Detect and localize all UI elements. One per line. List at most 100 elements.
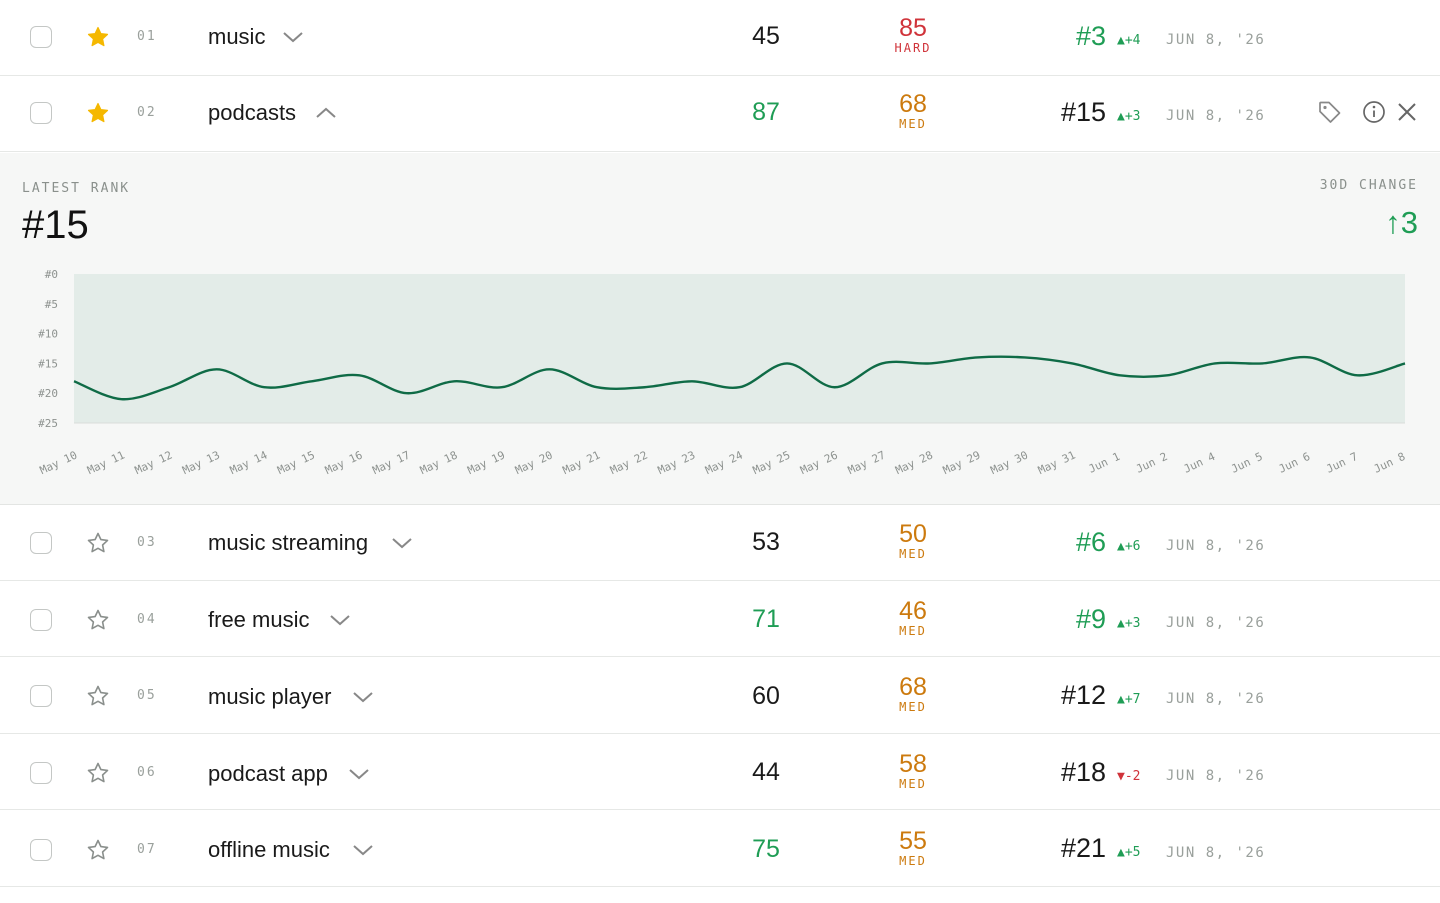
rank-point — [1356, 374, 1358, 376]
row-checkbox[interactable] — [30, 685, 52, 707]
rank-value: #3 — [1075, 21, 1106, 51]
chevron-up-icon[interactable] — [315, 106, 337, 120]
rank-chart: #0#5#10#15#20#25 May 10 May 11 May 12 May 1… — [38, 268, 1408, 478]
rank-point — [1214, 362, 1216, 364]
x-tick-label: May 15 — [275, 449, 317, 478]
row-checkbox[interactable] — [30, 26, 52, 48]
rank-point — [501, 386, 503, 388]
row-checkbox[interactable] — [30, 532, 52, 554]
difficulty: 46 MED — [880, 598, 946, 638]
x-tick-label: May 22 — [608, 449, 650, 478]
table-row[interactable]: 06 podcast app 44 58 MED #18 ▼-2 JUN 8, … — [0, 734, 1440, 810]
x-tick-label: May 30 — [988, 449, 1030, 478]
table-row[interactable]: 01 music 45 85 HARD #3 ▲+4 JUN 8, '26 — [0, 0, 1440, 76]
table-row[interactable]: 05 music player 60 68 MED #12 ▲+7 JUN 8,… — [0, 658, 1440, 734]
volume-value: 60 — [752, 682, 780, 710]
rank-point — [263, 386, 265, 388]
table-row[interactable]: 03 music streaming 53 50 MED #6 ▲+6 JUN … — [0, 505, 1440, 581]
row-index: 03 — [137, 535, 157, 550]
chevron-down-icon[interactable] — [282, 30, 304, 44]
keyword-label[interactable]: podcasts — [208, 100, 297, 125]
volume-value: 45 — [752, 22, 780, 50]
rank-delta-value: +7 — [1124, 692, 1141, 707]
keyword-label[interactable]: music — [208, 24, 266, 49]
star-filled-icon[interactable] — [86, 101, 110, 125]
difficulty-value: 50 — [899, 520, 927, 548]
y-tick-label: #25 — [38, 417, 58, 430]
rank-history-panel: LATEST RANK #15 30D CHANGE ↑3 #0 #5 #10 #15… — [0, 153, 1440, 505]
star-outline-icon[interactable] — [86, 684, 110, 708]
difficulty: 50 MED — [880, 521, 946, 561]
row-checkbox[interactable] — [30, 762, 52, 784]
difficulty: 68 MED — [880, 674, 946, 714]
rank-point — [358, 374, 360, 376]
tag-icon[interactable] — [1317, 99, 1343, 125]
chevron-down-icon[interactable] — [352, 843, 374, 857]
row-checkbox[interactable] — [30, 839, 52, 861]
x-tick-label: Jun 7 — [1324, 450, 1360, 476]
rank-delta-value: +5 — [1124, 845, 1141, 860]
rank-value: #12 — [1060, 680, 1106, 710]
rank-date: JUN 8, '26 — [1166, 538, 1266, 554]
keyword-label[interactable]: music player — [208, 684, 332, 709]
rank-point — [738, 386, 740, 388]
keyword-label[interactable]: free music — [208, 607, 310, 632]
close-icon[interactable] — [1394, 99, 1420, 125]
rank-point — [833, 386, 835, 388]
rank-delta: ▲+7 — [1117, 692, 1140, 707]
keyword-label[interactable]: offline music — [208, 837, 330, 862]
rank-delta-value: +3 — [1124, 109, 1141, 124]
star-outline-icon[interactable] — [86, 531, 110, 555]
table-row[interactable]: 04 free music 71 46 MED #9 ▲+3 JUN 8, '2… — [0, 581, 1440, 657]
keyword-label[interactable]: podcast app — [208, 761, 328, 786]
rank-point — [596, 386, 598, 388]
rank-point — [310, 380, 312, 382]
info-icon[interactable] — [1361, 99, 1387, 125]
difficulty-label: MED — [899, 547, 927, 561]
row-index: 05 — [137, 688, 157, 703]
row-checkbox[interactable] — [30, 609, 52, 631]
chevron-down-icon[interactable] — [391, 536, 413, 550]
rank-delta: ▲+6 — [1117, 539, 1140, 554]
chevron-down-icon[interactable] — [352, 690, 374, 704]
table-row[interactable]: 02 podcasts 87 68 MED #15 ▲+3 JUN 8, '26 — [0, 76, 1440, 152]
x-tick-label: May 17 — [371, 449, 413, 478]
rank-point — [406, 392, 408, 394]
difficulty: 58 MED — [880, 751, 946, 791]
chevron-down-icon[interactable] — [329, 613, 351, 627]
x-tick-label: May 27 — [846, 449, 888, 478]
row-index: 04 — [137, 612, 157, 627]
x-tick-label: May 24 — [703, 448, 745, 477]
x-tick-label: May 10 — [38, 449, 80, 478]
y-tick-label: #20 — [38, 387, 58, 400]
rank-date: JUN 8, '26 — [1166, 691, 1266, 707]
rank-point — [73, 380, 75, 382]
table-row[interactable]: 07 offline music 75 55 MED #21 ▲+5 JUN 8… — [0, 811, 1440, 887]
difficulty-label: HARD — [894, 41, 932, 55]
row-checkbox[interactable] — [30, 102, 52, 124]
x-tick-label: May 12 — [133, 449, 175, 478]
rank-point — [786, 362, 788, 364]
rank-value: #15 — [1060, 97, 1106, 127]
star-outline-icon[interactable] — [86, 838, 110, 862]
rank-point — [643, 386, 645, 388]
star-outline-icon[interactable] — [86, 761, 110, 785]
rank-point — [548, 368, 550, 370]
x-tick-label: Jun 4 — [1182, 450, 1218, 476]
change-label: 30D CHANGE — [1319, 178, 1418, 193]
rank-point — [168, 386, 170, 388]
keyword-label[interactable]: music streaming — [208, 530, 369, 555]
rank-date: JUN 8, '26 — [1166, 108, 1266, 124]
difficulty-value: 58 — [899, 750, 927, 778]
rank-point — [881, 362, 883, 364]
difficulty-label: MED — [899, 854, 927, 868]
chevron-down-icon[interactable] — [348, 767, 370, 781]
x-tick-label: May 18 — [418, 449, 460, 478]
star-outline-icon[interactable] — [86, 608, 110, 632]
up-triangle-icon: ▲ — [1117, 33, 1125, 48]
up-triangle-icon: ▲ — [1117, 845, 1125, 860]
volume-value: 87 — [752, 98, 780, 126]
rank-point — [1309, 356, 1311, 358]
star-filled-icon[interactable] — [86, 25, 110, 49]
rank-delta: ▼-2 — [1117, 769, 1140, 784]
